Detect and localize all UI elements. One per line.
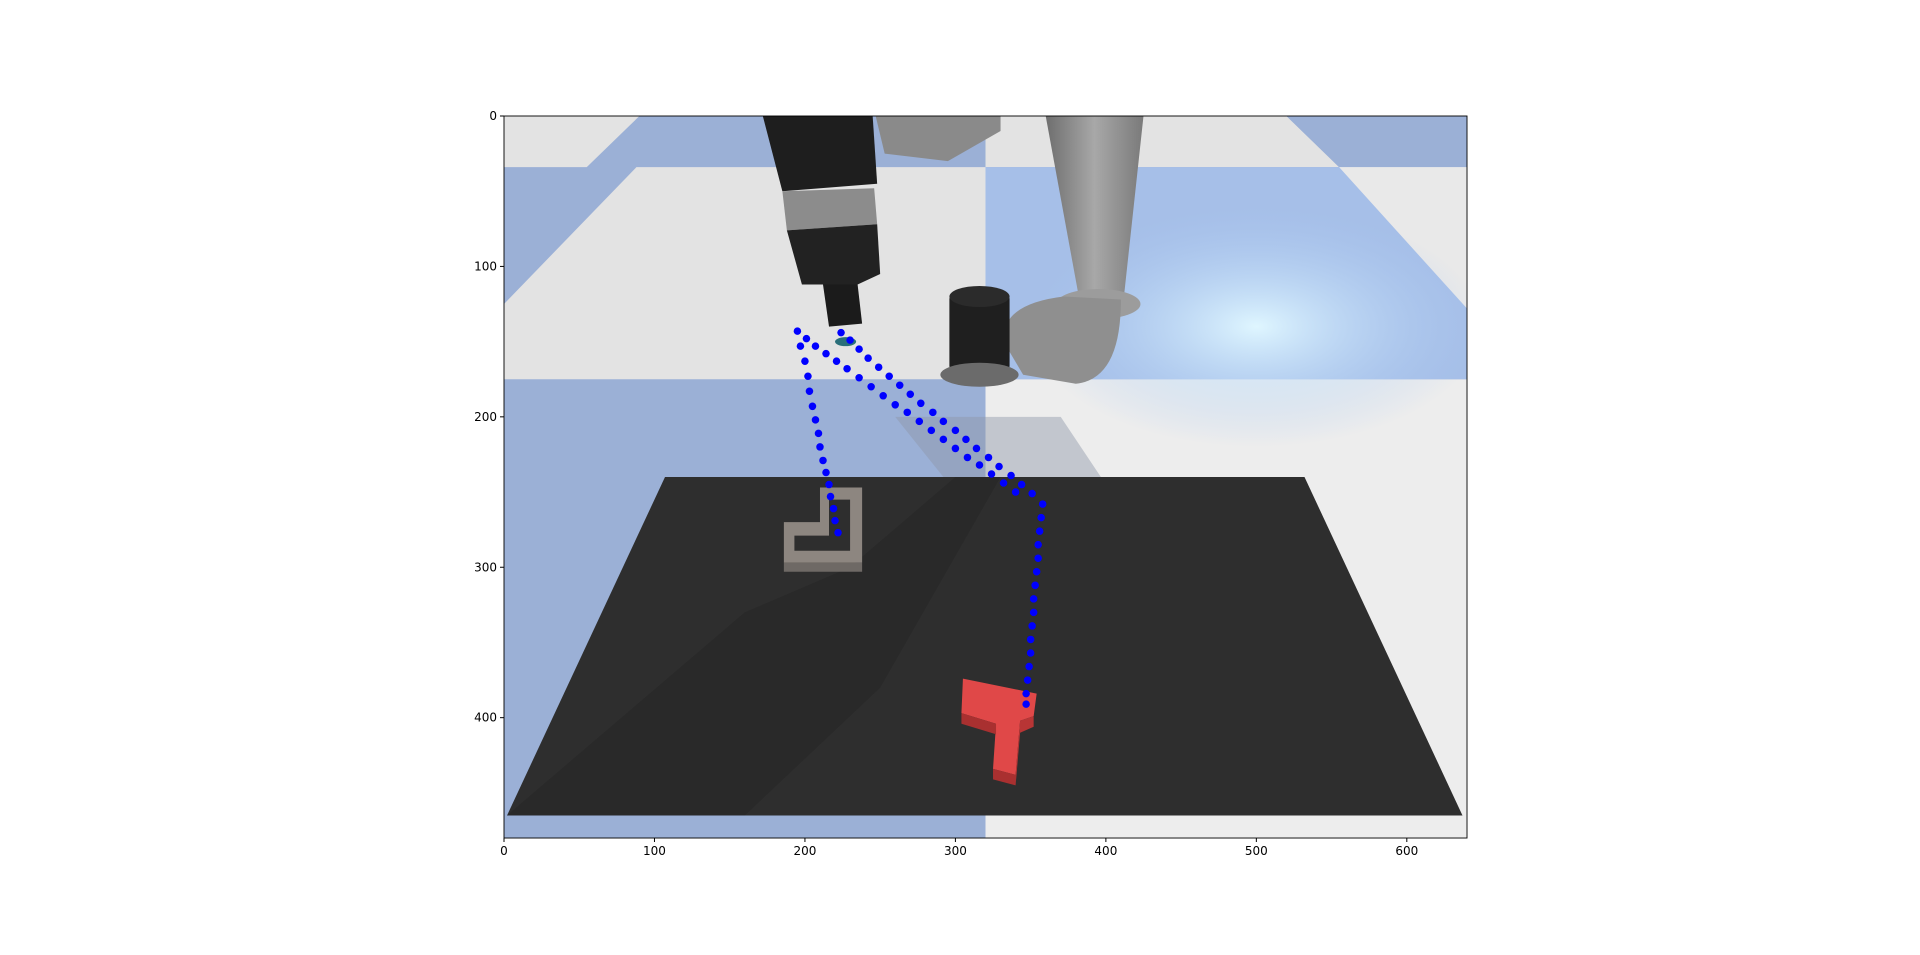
data-point bbox=[804, 372, 812, 380]
data-point bbox=[939, 435, 948, 444]
data-point bbox=[984, 453, 993, 462]
y-tick-label: 200 bbox=[474, 410, 497, 424]
data-point bbox=[816, 443, 824, 451]
data-point bbox=[829, 504, 838, 513]
data-point bbox=[1025, 662, 1033, 671]
data-point bbox=[825, 480, 833, 489]
data-point bbox=[885, 372, 893, 380]
data-point bbox=[1011, 488, 1020, 496]
x-tick-label: 600 bbox=[1395, 844, 1418, 858]
data-point bbox=[951, 426, 960, 435]
data-point bbox=[855, 373, 863, 382]
y-axis: 0 100 200 300 400 bbox=[474, 109, 504, 725]
data-point bbox=[895, 381, 904, 390]
x-tick-label: 500 bbox=[1245, 844, 1268, 858]
data-point bbox=[1028, 622, 1036, 630]
data-point bbox=[915, 417, 924, 426]
floor-tile-light bbox=[985, 116, 1340, 168]
axes-frame bbox=[503, 115, 1468, 839]
floor-tile-blue bbox=[1286, 116, 1468, 168]
scene-image bbox=[504, 116, 1468, 839]
y-tick-label: 300 bbox=[474, 560, 497, 574]
data-point bbox=[1034, 540, 1042, 549]
data-point bbox=[891, 401, 899, 409]
x-axis: 0 100 200 300 400 500 600 bbox=[500, 838, 1418, 858]
data-point bbox=[826, 492, 835, 501]
table-shadow bbox=[507, 477, 1001, 816]
data-point bbox=[906, 390, 915, 399]
x-tick-label: 200 bbox=[793, 844, 816, 858]
data-point bbox=[1032, 568, 1041, 576]
data-point bbox=[1026, 635, 1035, 644]
data-point bbox=[1031, 581, 1039, 590]
data-point bbox=[999, 479, 1008, 487]
data-point bbox=[855, 345, 863, 353]
data-point bbox=[814, 429, 823, 438]
robot-arm-left bbox=[762, 116, 1001, 347]
data-point bbox=[834, 528, 842, 537]
data-point bbox=[962, 435, 970, 444]
data-point bbox=[831, 516, 839, 525]
data-point bbox=[1028, 489, 1036, 498]
data-point bbox=[808, 402, 817, 411]
data-point bbox=[995, 462, 1003, 471]
data-point bbox=[1035, 527, 1044, 535]
data-point bbox=[1029, 595, 1038, 603]
data-point bbox=[802, 334, 811, 343]
data-point bbox=[1029, 608, 1038, 617]
data-point bbox=[1023, 676, 1032, 684]
data-point bbox=[811, 342, 820, 350]
y-tick-label: 100 bbox=[474, 259, 497, 273]
data-point bbox=[903, 408, 912, 417]
data-point bbox=[963, 453, 972, 462]
light-glow bbox=[1030, 206, 1468, 447]
data-point bbox=[1037, 513, 1045, 522]
data-point bbox=[846, 336, 854, 344]
target-outline bbox=[783, 487, 863, 572]
data-point bbox=[867, 382, 875, 391]
floor-tile-light bbox=[504, 116, 640, 168]
data-point bbox=[917, 399, 925, 408]
data-point bbox=[927, 426, 936, 435]
data-point bbox=[843, 364, 851, 373]
x-tick-label: 300 bbox=[944, 844, 967, 858]
data-point bbox=[1022, 689, 1030, 698]
data-point bbox=[951, 444, 960, 453]
data-point bbox=[837, 328, 845, 337]
y-tick-label: 400 bbox=[474, 711, 497, 725]
data-point bbox=[1038, 500, 1047, 508]
data-point bbox=[811, 416, 820, 424]
trajectory-points bbox=[793, 327, 1047, 708]
robot-arm-right bbox=[940, 116, 1144, 387]
data-point bbox=[987, 470, 996, 478]
data-point bbox=[1017, 480, 1026, 489]
data-point bbox=[1022, 700, 1030, 708]
data-point bbox=[874, 363, 883, 371]
data-point bbox=[822, 468, 830, 477]
x-tick-label: 400 bbox=[1094, 844, 1117, 858]
data-point bbox=[1007, 471, 1015, 480]
plot-area bbox=[503, 115, 1468, 839]
data-point bbox=[975, 461, 984, 469]
data-point bbox=[1034, 554, 1042, 562]
y-tick-label: 0 bbox=[489, 109, 497, 123]
x-tick-label: 0 bbox=[500, 844, 508, 858]
data-point bbox=[864, 354, 872, 362]
data-point bbox=[793, 327, 802, 335]
data-point bbox=[929, 408, 937, 417]
data-point bbox=[805, 387, 814, 396]
data-point bbox=[822, 349, 830, 358]
data-point bbox=[972, 444, 981, 453]
data-point bbox=[796, 342, 805, 350]
data-point bbox=[879, 392, 887, 400]
data-point bbox=[939, 417, 948, 426]
data-point bbox=[819, 456, 827, 465]
arm-shadow bbox=[895, 416, 1106, 493]
data-point bbox=[801, 357, 809, 365]
data-point bbox=[832, 357, 841, 365]
red-block bbox=[961, 678, 1037, 786]
x-tick-label: 100 bbox=[643, 844, 666, 858]
data-point bbox=[1026, 649, 1035, 657]
